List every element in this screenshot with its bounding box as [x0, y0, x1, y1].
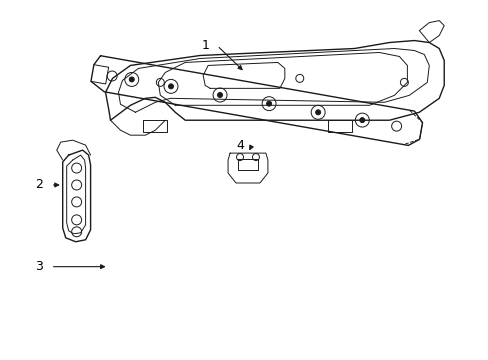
Circle shape [315, 110, 320, 115]
Text: 4: 4 [236, 139, 244, 152]
Circle shape [217, 93, 222, 98]
Circle shape [168, 84, 173, 89]
Text: 2: 2 [35, 179, 42, 192]
Circle shape [266, 101, 271, 106]
Circle shape [359, 118, 364, 123]
Text: 1: 1 [201, 39, 209, 52]
Circle shape [129, 77, 134, 82]
Text: 3: 3 [35, 260, 42, 273]
